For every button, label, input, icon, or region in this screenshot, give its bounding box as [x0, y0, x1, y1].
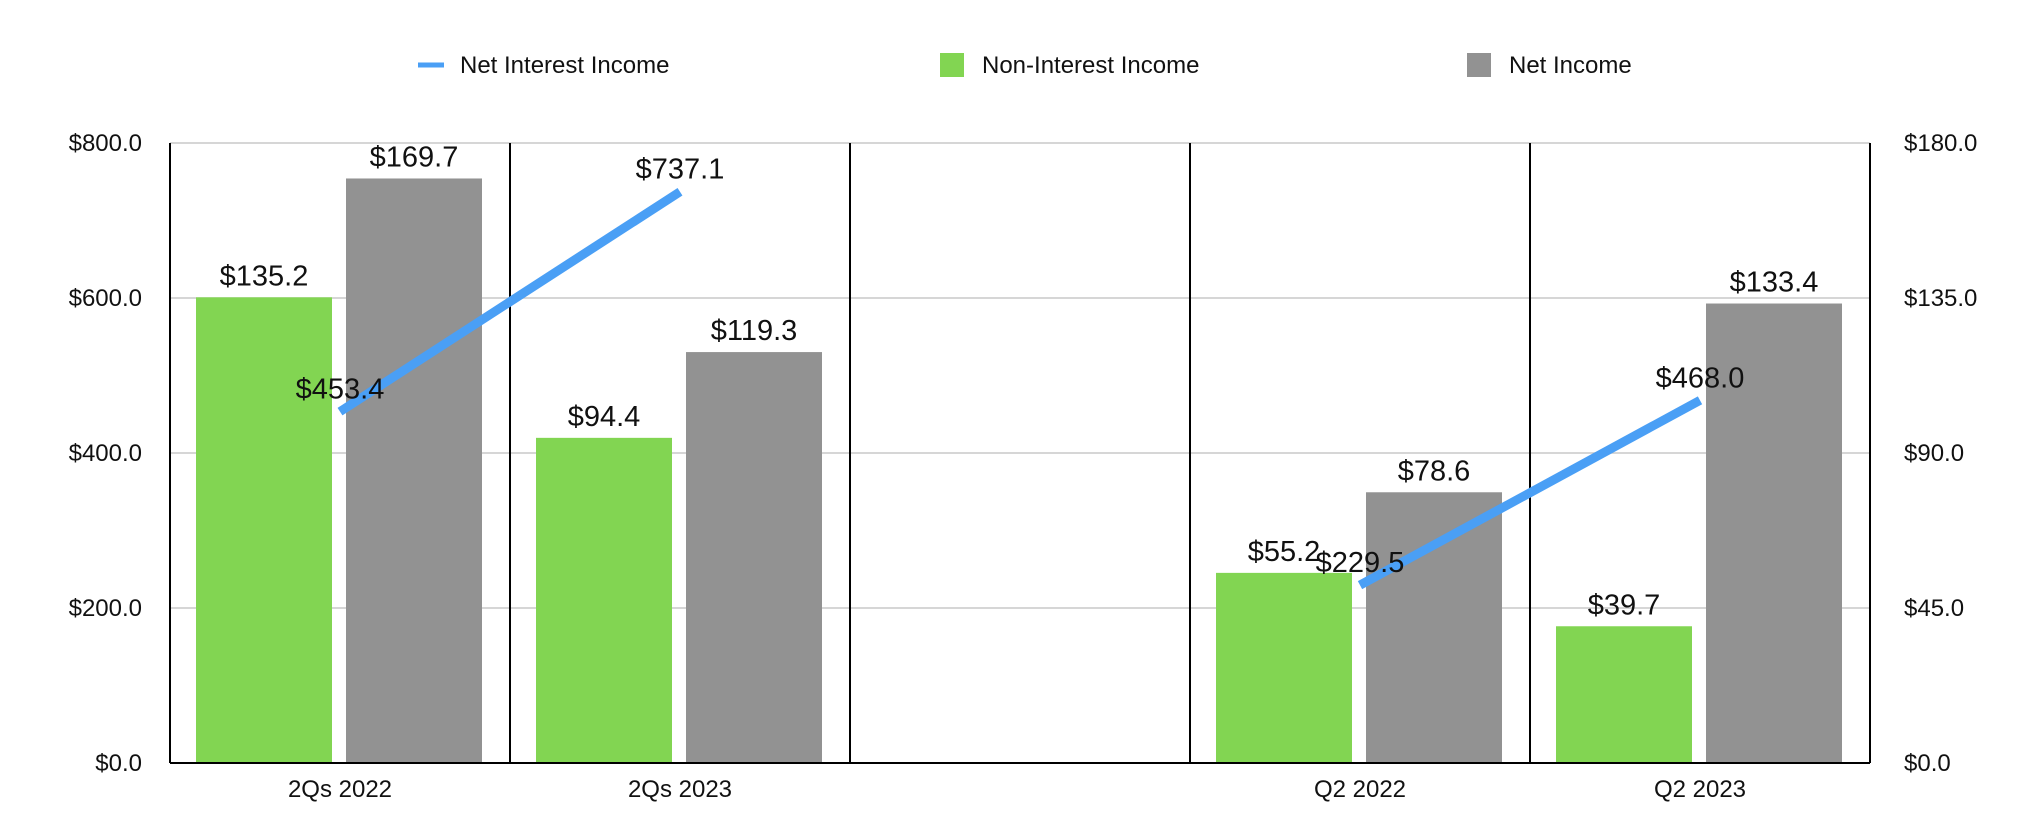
- line-data-label: $453.4: [296, 374, 385, 406]
- right-axis-tick-label: $45.0: [1904, 595, 1964, 622]
- right-axis-tick-label: $0.0: [1904, 750, 1951, 777]
- left-axis-tick-label: $0.0: [95, 750, 142, 777]
- bar-data-label: $135.2: [220, 260, 309, 292]
- bar: [536, 437, 672, 763]
- legend-swatch-box: [940, 53, 964, 77]
- left-axis-tick-label: $400.0: [69, 440, 142, 467]
- line-data-label: $229.5: [1316, 547, 1405, 579]
- left-axis-tick-label: $600.0: [69, 285, 142, 312]
- category-label: Q2 2022: [1314, 776, 1406, 803]
- bar: [1556, 626, 1692, 763]
- bar: [686, 352, 822, 763]
- legend-label: Non-Interest Income: [982, 52, 1199, 79]
- bar-data-label: $55.2: [1248, 536, 1321, 568]
- legend-label: Net Income: [1509, 52, 1632, 79]
- category-label: Q2 2023: [1654, 776, 1746, 803]
- line-series: [337, 187, 1703, 590]
- net-interest-income-line-segment: [337, 187, 683, 416]
- data-labels: $135.2 $94.4 $55.2 $39.7 $169.7 $119.3 $78.6 $1…: [220, 141, 1819, 621]
- left-axis-tick-label: $800.0: [69, 130, 142, 157]
- bar-data-label: $119.3: [711, 315, 798, 347]
- left-axis-tick-label: $200.0: [69, 595, 142, 622]
- legend-swatch-box: [1467, 53, 1491, 77]
- bar: [346, 178, 482, 763]
- legend-label: Net Interest Income: [460, 52, 669, 79]
- legend: Net Interest Income Non-Interest Income Ne…: [418, 52, 1632, 79]
- bar-data-label: $39.7: [1588, 589, 1661, 621]
- bar-data-label: $78.6: [1398, 455, 1471, 487]
- bar-data-label: $133.4: [1730, 267, 1819, 299]
- bar-data-label: $94.4: [568, 401, 641, 433]
- category-label: 2Qs 2022: [288, 776, 392, 803]
- axes: $0.0 $200.0 $400.0 $600.0 $800.0 $0.0 $45.0 $90…: [69, 130, 1978, 803]
- bar-data-label: $169.7: [370, 141, 459, 173]
- net-interest-income-line-segment: [1357, 396, 1703, 590]
- bar: [1216, 572, 1352, 763]
- category-label: 2Qs 2023: [628, 776, 732, 803]
- bar: [1706, 303, 1842, 763]
- right-axis-tick-label: $180.0: [1904, 130, 1977, 157]
- right-axis-tick-label: $135.0: [1904, 285, 1977, 312]
- bars: [196, 178, 1842, 763]
- right-axis-tick-label: $90.0: [1904, 440, 1964, 467]
- bar: [196, 297, 332, 763]
- line-data-label: $737.1: [636, 154, 725, 186]
- bar: [1366, 492, 1502, 763]
- line-data-label: $468.0: [1656, 362, 1745, 394]
